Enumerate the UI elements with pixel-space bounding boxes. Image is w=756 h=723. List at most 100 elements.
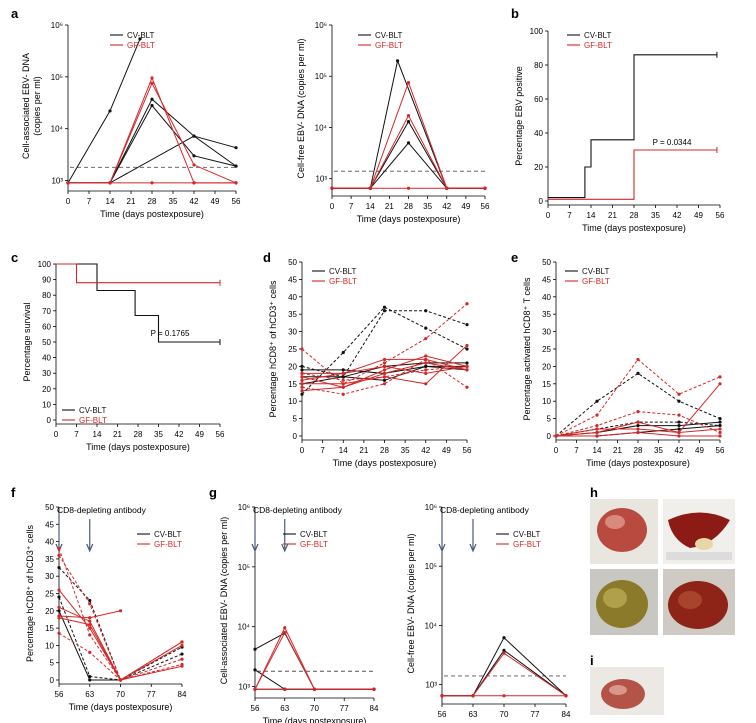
data-point-cv — [424, 309, 428, 313]
y-tick-label: 40 — [534, 129, 543, 138]
series-line-gf — [301, 358, 468, 395]
data-point-gf — [382, 375, 387, 379]
y-tick-label: 40 — [542, 293, 551, 302]
data-point-cv — [465, 347, 469, 351]
y-tick-label: 25 — [288, 345, 297, 354]
y-tick-label: 70 — [42, 307, 51, 316]
data-point-gf — [502, 651, 506, 655]
y-tick-label: 40 — [42, 354, 51, 363]
data-point-cv — [465, 323, 469, 327]
y-tick-label: 10⁴ — [315, 123, 328, 132]
data-point-gf — [234, 181, 238, 185]
y-tick-label: 30 — [45, 572, 54, 581]
data-point-cv — [718, 417, 722, 421]
data-point-gf — [300, 375, 304, 379]
data-point-gf — [718, 430, 722, 435]
data-point-gf — [180, 664, 184, 668]
series-line-cv — [555, 372, 721, 437]
data-point-gf — [150, 81, 154, 85]
y-tick-label: 10³ — [51, 177, 63, 186]
legend-label-gf: GF-BLT — [127, 41, 155, 50]
data-point-gf — [341, 378, 345, 382]
x-tick-label: 28 — [148, 197, 157, 206]
data-point-gf — [150, 181, 154, 185]
series-line-cv — [56, 263, 220, 343]
x-tick-label: 35 — [654, 446, 663, 455]
y-tick-label: 5 — [547, 415, 552, 424]
data-point-gf — [88, 650, 92, 654]
data-point-gf — [283, 626, 287, 630]
x-axis-label: Time (days postexposure) — [333, 458, 437, 468]
data-point-cv — [677, 420, 681, 424]
series-line-gf — [56, 263, 220, 284]
data-point-gf — [57, 553, 61, 558]
y-tick-label: 25 — [542, 345, 551, 354]
y-tick-label: 0 — [50, 676, 55, 685]
x-tick-label: 56 — [481, 202, 490, 211]
data-point-gf — [341, 392, 345, 396]
data-point-cv — [57, 609, 61, 613]
injection-arrowhead — [251, 543, 259, 553]
x-tick-label: 35 — [154, 430, 163, 439]
series-line-gf — [332, 81, 485, 189]
data-point-gf — [595, 434, 599, 438]
x-tick-label: 49 — [695, 446, 704, 455]
data-point-cv — [180, 652, 184, 656]
y-tick-label: 30 — [288, 328, 297, 337]
series-line-cv — [58, 596, 183, 681]
series-line-gf — [58, 606, 183, 681]
x-tick-label: 0 — [330, 202, 335, 211]
y-tick-label: 20 — [534, 163, 543, 172]
data-point-gf — [312, 687, 317, 691]
y-tick-label: 15 — [45, 624, 54, 633]
y-tick-label: 10³ — [315, 175, 327, 184]
y-tick-label: 50 — [42, 338, 51, 347]
series-line-gf — [58, 617, 183, 681]
data-point-gf — [341, 371, 345, 375]
data-point-gf — [57, 616, 61, 620]
data-point-cv — [192, 134, 196, 138]
data-point-gf — [253, 687, 257, 691]
data-point-gf — [636, 420, 640, 424]
legend-label-cv: CV-BLT — [79, 406, 107, 415]
data-point-gf — [424, 368, 428, 372]
series-line-gf — [332, 114, 485, 189]
panel-label-f: f — [11, 485, 16, 500]
data-point-gf — [465, 364, 469, 368]
x-tick-label: 14 — [93, 430, 102, 439]
x-tick-label: 42 — [190, 197, 199, 206]
chart-a-cell-free: 0 7 14 21 28 35 42 49 56 10³ 10⁴ 10⁵ 10⁶ Time (days p… — [296, 21, 490, 224]
legend-label-cv: CV-BLT — [300, 530, 328, 539]
data-point-cv — [150, 97, 154, 101]
legend-label-gf: GF-BLT — [584, 41, 612, 50]
data-point-cv — [150, 103, 154, 108]
x-axis-label: Time (days postexposure) — [86, 442, 190, 452]
y-axis-label: Percentage EBV positive — [514, 66, 524, 166]
data-point-cv — [636, 423, 640, 428]
y-tick-label: 90 — [42, 276, 51, 285]
data-point-gf — [595, 423, 599, 428]
y-axis-label: Cell-associated EBV- DNA — [21, 53, 31, 159]
x-tick-label: 63 — [85, 690, 94, 699]
data-point-gf — [283, 630, 287, 635]
chart-c-survival: 0 7 14 21 28 35 42 49 56 0 10 20 30 40 50 60 70 80 90 100 Ti… — [22, 260, 225, 452]
x-tick-label: 35 — [651, 211, 660, 220]
data-point-gf — [300, 385, 304, 389]
x-tick-label: 42 — [442, 202, 451, 211]
chart-f-cd8-depletion: 56 63 70 77 84 0 5 10 15 20 25 30 35 40 45 50 Time (days… — [25, 503, 187, 712]
x-tick-label: 21 — [385, 202, 394, 211]
series-line-gf — [254, 631, 374, 690]
y-tick-label: 10⁶ — [425, 503, 437, 512]
y-tick-label: 10 — [288, 397, 297, 406]
chart-g-cell-associated: 56 63 70 77 84 10³ 10⁴ 10⁵ 10⁶ Time (days postexp… — [219, 503, 379, 723]
panel-label-b: b — [511, 6, 519, 21]
y-tick-label: 0 — [293, 432, 298, 441]
x-tick-label: 49 — [195, 430, 204, 439]
x-tick-label: 35 — [169, 197, 178, 206]
legend-label-gf: GF-BLT — [375, 41, 403, 50]
y-tick-label: 20 — [542, 362, 551, 371]
panel-label-e: e — [511, 250, 518, 265]
y-tick-label: 80 — [534, 61, 543, 70]
x-tick-label: 28 — [634, 446, 643, 455]
